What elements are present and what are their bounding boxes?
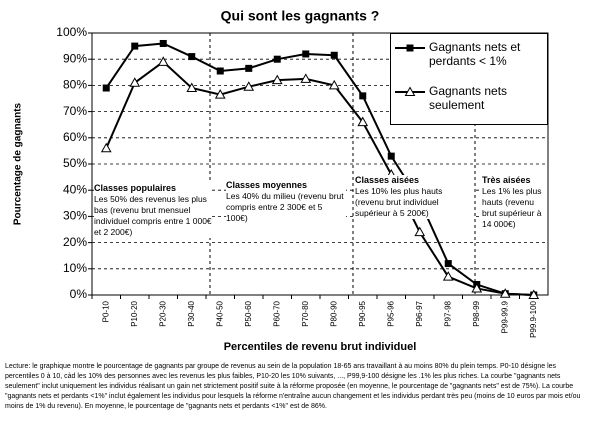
x-tick-label: P98-99 xyxy=(472,300,481,326)
marker xyxy=(100,142,112,153)
marker xyxy=(186,82,198,93)
y-tick-label: 90% xyxy=(63,51,87,65)
marker xyxy=(357,116,369,127)
legend-label: Gagnants nets seulement xyxy=(429,84,508,112)
marker xyxy=(330,51,338,59)
marker xyxy=(359,92,367,100)
y-tick-label: 20% xyxy=(63,235,87,249)
marker xyxy=(328,79,340,90)
marker xyxy=(471,282,483,293)
x-tick-label: P0-10 xyxy=(101,300,110,322)
annotation-title: Classes moyennes xyxy=(226,180,308,190)
x-tick-label: P90-95 xyxy=(358,300,367,326)
marker xyxy=(404,86,416,96)
legend-icon xyxy=(395,86,425,96)
marker xyxy=(406,44,414,52)
y-tick-label: 50% xyxy=(63,156,87,170)
marker xyxy=(273,55,281,63)
annotation-text: Les 10% les plus hauts (revenu brut indi… xyxy=(355,186,443,218)
y-tick-label: 0% xyxy=(70,287,88,301)
x-tick-label: P97-98 xyxy=(443,300,452,326)
legend-icon xyxy=(395,44,425,52)
x-tick-label: P10-20 xyxy=(130,300,139,326)
marker xyxy=(159,39,167,47)
series-line xyxy=(105,42,534,296)
marker xyxy=(300,73,312,83)
marker xyxy=(271,74,283,85)
marker xyxy=(131,42,139,50)
y-tick-label: 40% xyxy=(63,182,87,196)
marker xyxy=(442,271,454,281)
x-tick-label: P99.9-100 xyxy=(529,300,538,337)
x-tick-label: P30-40 xyxy=(187,300,196,326)
marker xyxy=(528,289,540,299)
x-tick-label: P60-70 xyxy=(272,300,281,326)
series-line xyxy=(105,60,534,296)
annotation-text: Les 40% du milieu (revenu brut compris e… xyxy=(226,191,344,223)
annotation: Classes moyennes Les 40% du milieu (reven… xyxy=(226,180,346,224)
marker xyxy=(444,260,452,268)
x-tick-label: P70-80 xyxy=(301,300,310,326)
note: Lecture: le graphique montre le pourcent… xyxy=(5,363,581,410)
annotation: Classes aisées Les 10% les plus hauts (re… xyxy=(355,175,473,219)
x-tick-label: P50-60 xyxy=(244,300,253,326)
chart-title: Qui sont les gagnants ? xyxy=(221,8,380,24)
marker xyxy=(387,152,395,160)
annotation-title: Classes populaires xyxy=(94,183,177,193)
y-tick-label: 30% xyxy=(63,209,87,223)
y-axis-title: Pourcentage de gagnants xyxy=(13,102,24,225)
annotation-title: Très aisées xyxy=(482,175,531,185)
data xyxy=(100,39,540,299)
y-tick-label: 70% xyxy=(63,104,87,118)
legend: Gagnants nets et perdants < 1% Gagnants n… xyxy=(390,33,548,125)
y-tick-label: 100% xyxy=(56,25,87,39)
marker xyxy=(499,288,511,298)
plot-frame xyxy=(91,32,549,296)
marker xyxy=(102,84,110,92)
annotation-text: Les 50% des revenus les plus bas (revenu… xyxy=(94,194,212,237)
x-tick-label: P95-96 xyxy=(386,300,395,326)
y-tick-label: 60% xyxy=(63,130,87,144)
marker xyxy=(243,81,255,91)
x-tick-label: P20-30 xyxy=(158,300,167,326)
x-tick-label: P99-99.9 xyxy=(500,300,509,333)
x-tick-label: P96-97 xyxy=(415,300,424,326)
marker xyxy=(188,53,196,61)
marker xyxy=(216,67,224,75)
marker xyxy=(245,64,253,72)
marker xyxy=(302,50,310,58)
annotation: Très aisées Les 1% les plus hauts (revenu… xyxy=(482,175,546,230)
y-tick-label: 80% xyxy=(63,78,87,92)
annotation: Classes populaires Les 50% des revenus le… xyxy=(94,183,212,238)
marker xyxy=(157,56,169,66)
marker xyxy=(414,226,426,237)
marker xyxy=(129,77,141,87)
x-tick-label: P80-90 xyxy=(329,300,338,326)
y-tick-label: 10% xyxy=(63,261,87,275)
legend-label: Gagnants nets et perdants < 1% xyxy=(429,40,521,68)
annotation-title: Classes aisées xyxy=(355,175,420,185)
x-tick-label: P40-50 xyxy=(215,300,224,326)
marker xyxy=(214,89,226,99)
x-axis-title: Percentiles de revenu brut individuel xyxy=(224,341,417,353)
annotation-text: Les 1% les plus hauts (revenu brut supér… xyxy=(482,186,542,229)
